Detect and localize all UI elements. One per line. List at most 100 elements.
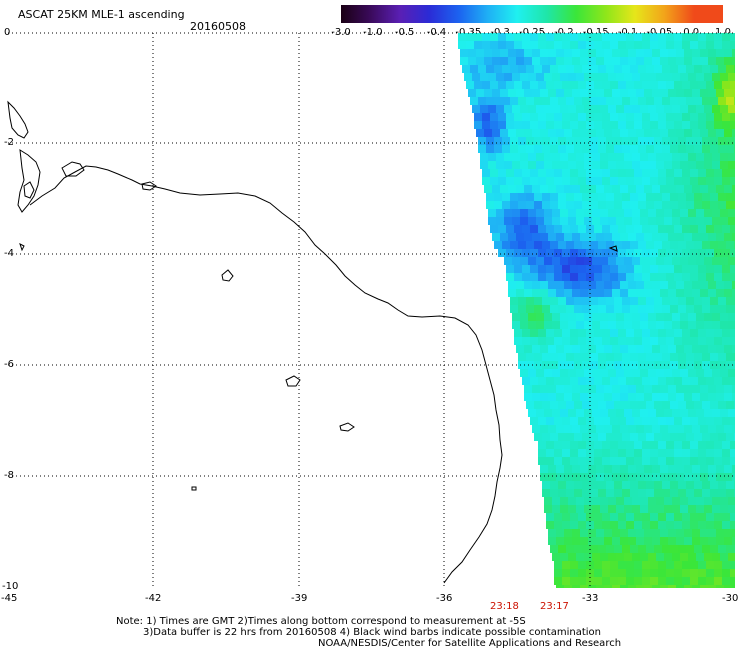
swath-cell <box>694 433 702 441</box>
swath-cell <box>652 465 660 473</box>
swath-cell <box>568 105 576 113</box>
swath-cell <box>656 313 664 321</box>
swath-cell <box>498 169 506 177</box>
swath-cell <box>618 225 626 233</box>
swath-cell <box>544 73 552 81</box>
swath-cell <box>538 249 546 257</box>
swath-cell <box>602 417 610 425</box>
swath-cell <box>562 561 570 569</box>
swath-cell <box>506 177 514 185</box>
swath-cell <box>540 49 548 57</box>
swath-cell <box>652 529 660 537</box>
swath-cell <box>606 193 614 201</box>
swath-cell <box>628 185 636 193</box>
swath-cell <box>572 537 580 545</box>
swath-cell <box>614 241 622 249</box>
swath-cell <box>734 241 735 249</box>
swath-cell <box>628 473 636 481</box>
swath-cell <box>548 281 556 289</box>
swath-cell <box>564 233 572 241</box>
swath-cell <box>650 249 658 257</box>
swath-cell <box>642 569 650 577</box>
swath-cell <box>720 321 728 329</box>
swath-cell <box>686 353 694 361</box>
swath-cell <box>598 361 606 369</box>
swath-cell <box>690 113 698 121</box>
swath-cell <box>698 377 706 385</box>
swath-cell <box>712 505 720 513</box>
swath-cell <box>558 545 566 553</box>
swath-cell <box>496 153 504 161</box>
swath-cell <box>698 41 706 49</box>
swath-cell <box>588 537 596 545</box>
swath-cell <box>678 433 686 441</box>
colorbar-label: -0.2 <box>554 27 574 38</box>
swath-cell <box>522 41 530 49</box>
swath-cell <box>566 97 574 105</box>
swath-cell <box>678 145 686 153</box>
swath-cell <box>572 529 580 537</box>
swath-cell <box>716 281 724 289</box>
swath-cell <box>458 41 466 49</box>
swath-cell <box>588 185 596 193</box>
swath-cell <box>604 185 612 193</box>
swath-cell <box>696 497 704 505</box>
swath-cell <box>600 369 608 377</box>
swath-cell <box>648 257 656 265</box>
swath-cell <box>694 489 702 497</box>
swath-cell <box>646 193 654 201</box>
swath-cell <box>642 249 650 257</box>
swath-cell <box>712 73 720 81</box>
swath-cell <box>612 393 620 401</box>
swath-cell <box>572 345 580 353</box>
swath-cell <box>656 105 664 113</box>
swath-cell <box>644 425 652 433</box>
swath-cell <box>562 33 570 41</box>
swath-cell <box>692 57 700 65</box>
swath-cell <box>610 273 618 281</box>
swath-cell <box>630 145 638 153</box>
swath-cell <box>682 337 690 345</box>
swath-cell <box>644 393 652 401</box>
swath-cell <box>670 489 678 497</box>
swath-cell <box>610 569 618 577</box>
swath-cell <box>582 481 590 489</box>
swath-cell <box>626 177 634 185</box>
swath-cell <box>468 89 476 97</box>
swath-cell <box>698 33 706 41</box>
swath-cell <box>556 281 564 289</box>
swath-cell <box>506 41 514 49</box>
swath-cell <box>692 129 700 137</box>
swath-cell <box>706 457 714 465</box>
swath-cell <box>556 233 564 241</box>
swath-cell <box>534 201 542 209</box>
swath-cell <box>654 361 662 369</box>
swath-cell <box>476 129 484 137</box>
swath-cell <box>690 577 698 585</box>
swath-cell <box>518 193 526 201</box>
swath-cell <box>708 289 716 297</box>
swath-cell <box>650 81 658 89</box>
swath-cell <box>680 257 688 265</box>
swath-cell <box>722 265 730 273</box>
swath-cell <box>564 57 572 65</box>
swath-cell <box>648 73 656 81</box>
swath-cell <box>496 209 504 217</box>
swath-cell <box>506 225 514 233</box>
swath-cell <box>654 545 662 553</box>
swath-cell <box>522 121 530 129</box>
swath-cell <box>524 57 532 65</box>
swath-cell <box>506 121 514 129</box>
swath-cell <box>572 233 580 241</box>
swath-cell <box>538 121 546 129</box>
swath-cell <box>538 377 546 385</box>
swath-cell <box>574 137 582 145</box>
swath-cell <box>514 225 522 233</box>
swath-cell <box>618 457 626 465</box>
swath-cell <box>678 489 686 497</box>
swath-cell <box>712 153 720 161</box>
swath-cell <box>574 353 582 361</box>
swath-cell <box>606 489 614 497</box>
swath-cell <box>712 105 720 113</box>
swath-cell <box>576 209 584 217</box>
